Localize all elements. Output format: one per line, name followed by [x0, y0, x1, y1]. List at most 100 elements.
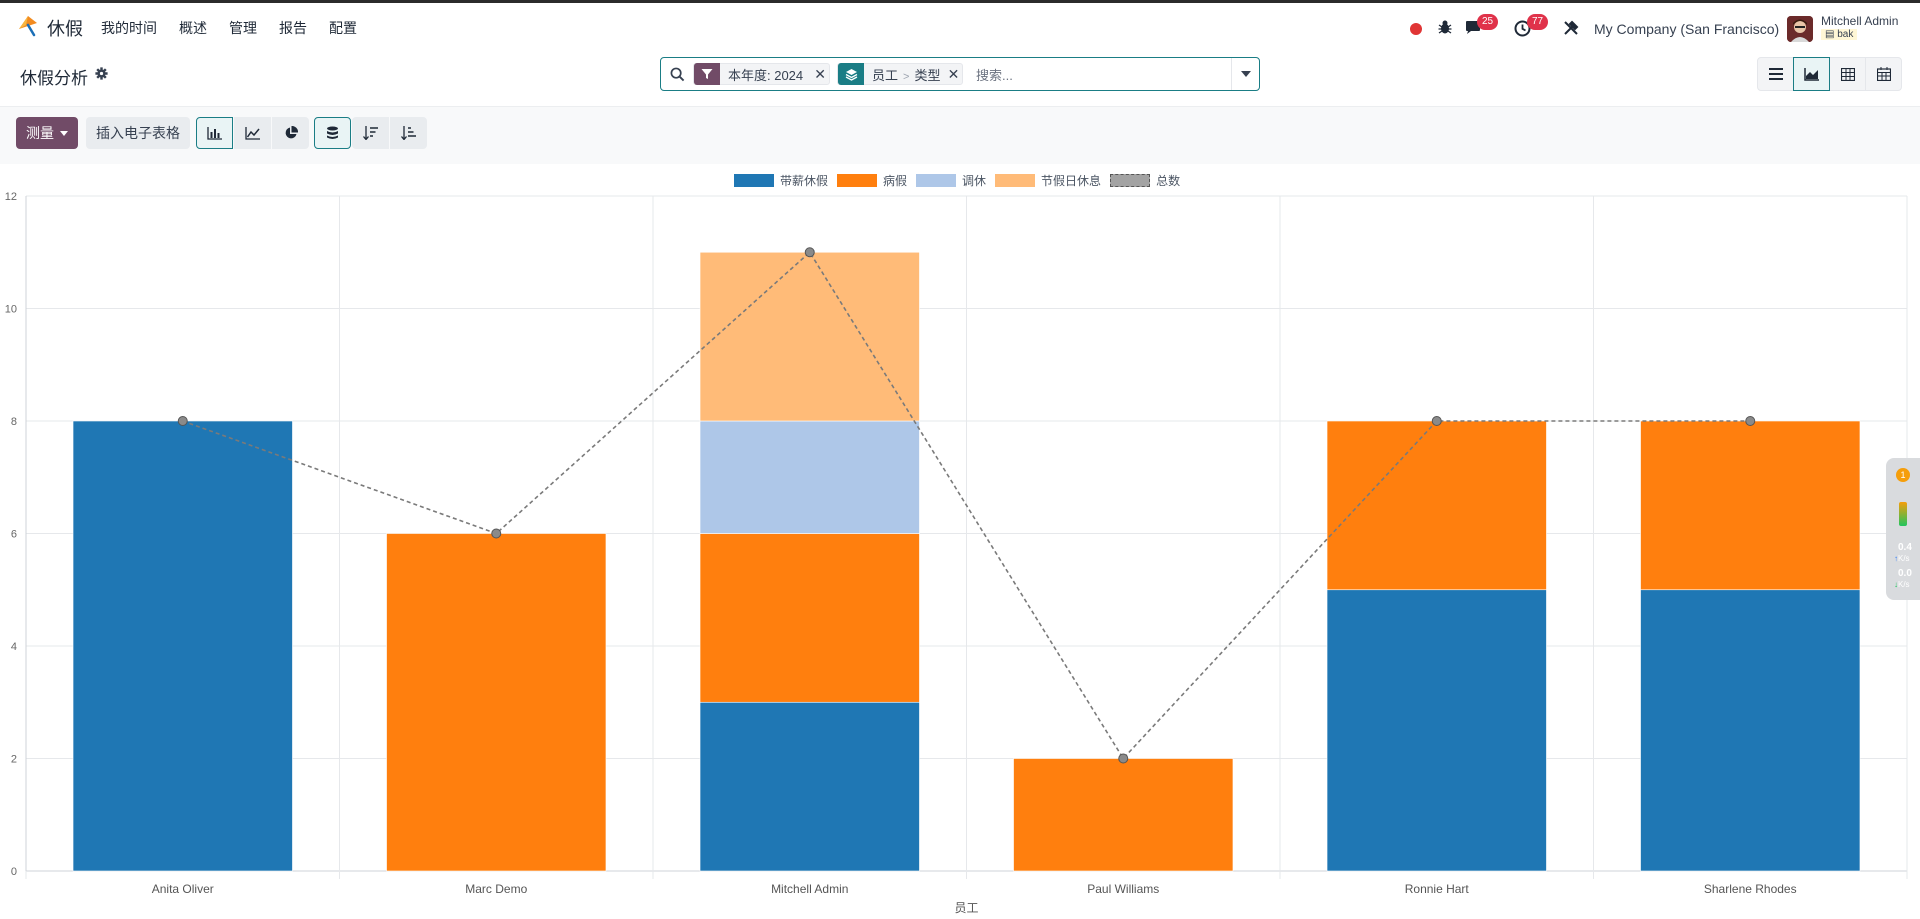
- y-tick-label: 2: [11, 754, 17, 766]
- menu-my-time[interactable]: 我的时间: [101, 20, 157, 36]
- filter-funnel-icon: [701, 69, 713, 79]
- tools-icon[interactable]: [1563, 20, 1579, 36]
- pie-chart-button[interactable]: [272, 117, 309, 149]
- sort-group: [352, 117, 428, 149]
- bar-chart-icon: [207, 126, 222, 140]
- sort-ascending-button[interactable]: [390, 117, 427, 149]
- bar-segment: [699, 533, 920, 703]
- sort-descending-button[interactable]: [352, 117, 389, 149]
- measure-label: 测量: [26, 125, 54, 141]
- search-input[interactable]: [976, 64, 1216, 86]
- y-tick-label: 12: [5, 191, 17, 203]
- legend-label: 病假: [883, 174, 908, 188]
- x-tick-label: Mitchell Admin: [771, 882, 848, 896]
- legend-swatch: [734, 174, 774, 187]
- bar-chart-button[interactable]: [196, 117, 233, 149]
- calendar-view-button[interactable]: [1865, 57, 1902, 91]
- database-stack-icon: [327, 126, 338, 139]
- stacked-bar-chart: 0 2 4 6 8 10 12 Anita Oliver Marc Demo Mitchell A…: [5, 191, 1908, 915]
- bar-segment: [386, 533, 607, 872]
- user-name[interactable]: Mitchell Admin: [1821, 14, 1899, 28]
- recording-dot-icon[interactable]: [1410, 23, 1422, 35]
- bar-segment: [699, 251, 920, 422]
- x-tick-label: Ronnie Hart: [1405, 882, 1470, 896]
- bar-segment: [1013, 758, 1234, 872]
- legend-item-total[interactable]: 总数: [1110, 172, 1180, 189]
- user-avatar[interactable]: [1787, 16, 1813, 42]
- caret-down-icon: [60, 130, 68, 136]
- menu-configuration[interactable]: 配置: [329, 20, 357, 36]
- database-icon: ▤: [1825, 29, 1835, 40]
- menu-reporting[interactable]: 报告: [279, 20, 307, 36]
- search-icon[interactable]: [670, 67, 685, 82]
- total-point: [491, 528, 502, 539]
- graph-view-button[interactable]: [1793, 57, 1830, 91]
- filter-tag: [694, 63, 720, 85]
- x-tick-label: Anita Oliver: [152, 882, 214, 896]
- time-off-app-logo[interactable]: [16, 13, 40, 37]
- widget-upload-rate: 0.4: [1898, 542, 1912, 553]
- groupby-tag: [838, 63, 864, 85]
- x-tick-label: Marc Demo: [465, 882, 527, 896]
- line-chart-icon: [245, 126, 260, 140]
- legend-item-sick-leave[interactable]: 病假: [837, 172, 907, 189]
- bar-segment: [1640, 589, 1861, 872]
- stacked-toggle-group: [314, 117, 352, 149]
- activities-count-badge: 77: [1527, 14, 1549, 30]
- legend-swatch: [916, 174, 957, 187]
- y-tick-label: 0: [11, 866, 17, 878]
- groupby-part-employee: 员工: [872, 67, 899, 83]
- control-panel: 休假分析 本年度: 2024 ✕: [0, 46, 1920, 106]
- user-avatar-image-icon: [1787, 16, 1813, 42]
- legend-label: 总数: [1156, 174, 1181, 188]
- stacked-toggle-button[interactable]: [314, 117, 351, 149]
- legend-item-holiday-rest[interactable]: 节假日休息: [995, 172, 1101, 189]
- company-switcher[interactable]: My Company (San Francisco): [1594, 21, 1780, 37]
- gear-icon[interactable]: [95, 67, 108, 80]
- legend-item-compensatory[interactable]: 调休: [916, 172, 986, 189]
- calendar-icon: [1876, 67, 1891, 81]
- chat-icon[interactable]: [1465, 20, 1483, 36]
- graph-toolbar: 测量 插入电子表格: [0, 106, 1920, 164]
- list-icon: [1768, 68, 1783, 80]
- widget-download-unit: ↓K/s: [1894, 580, 1910, 589]
- total-point: [1431, 416, 1442, 426]
- sort-ascending-icon: [401, 126, 416, 140]
- bar-segment: [1640, 420, 1861, 591]
- y-tick-label: 10: [5, 304, 17, 316]
- groupby-facet: 员工 > 类型 ✕: [837, 63, 964, 85]
- x-tick-label: Paul Williams: [1087, 882, 1159, 896]
- messages-count-badge: 25: [1477, 14, 1499, 30]
- legend-swatch: [837, 174, 878, 187]
- arrow-down-icon: ↓: [1894, 580, 1898, 589]
- insert-in-spreadsheet-button[interactable]: 插入电子表格: [86, 117, 190, 149]
- list-view-button[interactable]: [1757, 57, 1794, 91]
- y-tick-label: 4: [11, 641, 17, 653]
- y-tick-label: 6: [11, 529, 17, 541]
- chart-legend: 带薪休假 病假 调休 节假日休息 总数: [734, 172, 1189, 189]
- line-chart-button[interactable]: [234, 117, 271, 149]
- remove-filter-facet-button[interactable]: ✕: [814, 65, 827, 82]
- total-point: [177, 416, 188, 426]
- widget-upload-unit: ↑K/s: [1894, 554, 1910, 563]
- view-switcher: [1757, 57, 1902, 91]
- page-title: 休假分析: [20, 69, 88, 88]
- groupby-facet-label: 员工 > 类型: [864, 65, 944, 84]
- network-speed-widget[interactable]: 1 0.4 ↑K/s 0.0 ↓K/s: [1886, 458, 1920, 600]
- pivot-view-button[interactable]: [1829, 57, 1866, 91]
- legend-item-paid-leave[interactable]: 带薪休假: [734, 172, 828, 189]
- table-icon: [1840, 67, 1855, 81]
- filter-facet: 本年度: 2024 ✕: [693, 63, 831, 85]
- area-chart-icon: [1804, 67, 1819, 81]
- y-tick-label: 8: [11, 416, 17, 428]
- top-navbar: 休假 我的时间 概述 管理 报告 配置 25 77 My Company (Sa…: [0, 0, 1920, 46]
- menu-overview[interactable]: 概述: [179, 20, 207, 36]
- measure-dropdown-button[interactable]: 测量: [16, 117, 78, 149]
- remove-groupby-facet-button[interactable]: ✕: [947, 65, 960, 82]
- legend-swatch: [995, 174, 1036, 187]
- bug-icon[interactable]: [1437, 19, 1453, 35]
- search-bar: 本年度: 2024 ✕ 员工 > 类型 ✕: [660, 57, 1260, 91]
- app-name[interactable]: 休假: [47, 19, 83, 39]
- menu-management[interactable]: 管理: [229, 20, 257, 36]
- search-options-toggle[interactable]: [1231, 58, 1259, 90]
